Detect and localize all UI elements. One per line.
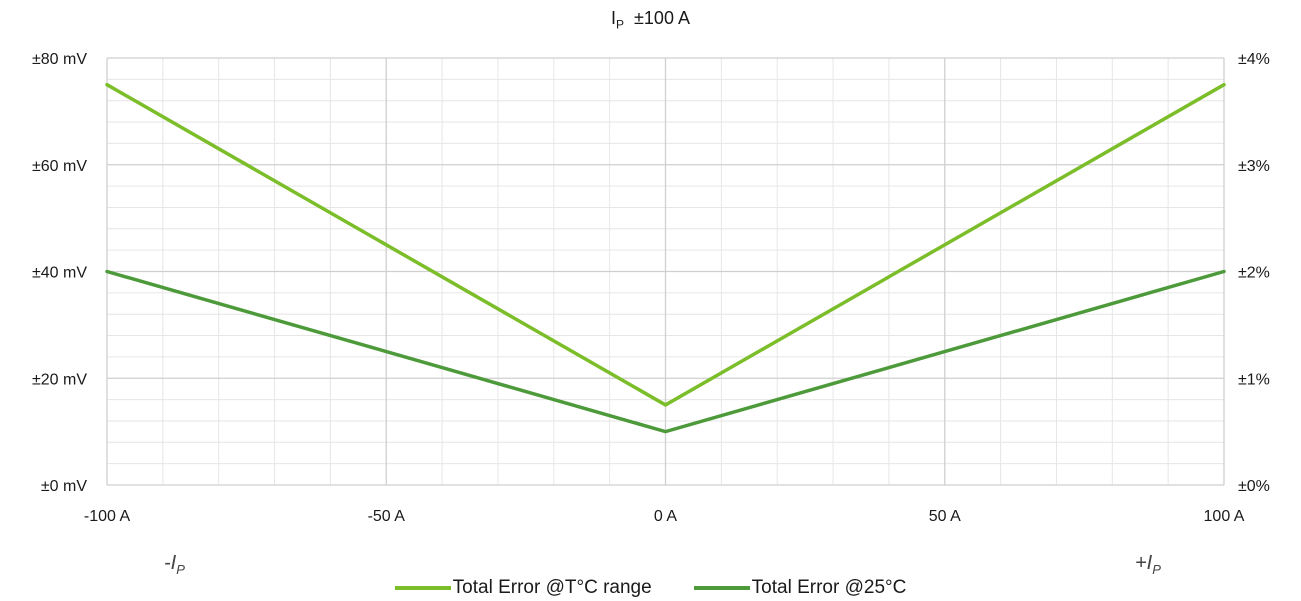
y-tick-label: ±20 mV [32,371,87,388]
x-tick-label: -50 A [368,508,406,525]
x-tick-label: 50 A [929,508,961,525]
legend-swatch-25c [693,586,750,590]
corner-label-positive: +IP [1135,552,1161,577]
y2-tick-label: ±4% [1238,51,1270,68]
chart-legend: Total Error @T°C range Total Error @25°C [0,577,1301,599]
y-tick-label: ±80 mV [32,51,87,68]
corner-left-sub: P [176,562,185,577]
title-sub: P [616,17,625,32]
legend-label-25c: Total Error @25°C [751,577,907,598]
y-tick-label: ±0 mV [41,478,87,495]
y-tick-label: ±60 mV [32,158,87,175]
legend-label-trange: Total Error @T°C range [452,577,652,598]
major-gridlines [106,57,1225,486]
series-layer [105,82,1226,434]
y2-tick-label: ±2% [1238,265,1270,282]
legend-item-25c[interactable]: Total Error @25°C [693,577,907,599]
chart-title: IP ±100 A [0,8,1301,32]
title-main: I [611,8,617,28]
y2-tick-label: ±3% [1238,158,1270,175]
y-tick-label: ±40 mV [32,265,87,282]
corner-right-main: +I [1135,552,1153,574]
x-tick-label: 0 A [654,508,677,525]
y-axis-labels: ±0 mV ±20 mV ±40 mV ±60 mV ±80 mV [32,51,87,495]
legend-item-trange[interactable]: Total Error @T°C range [394,577,652,599]
y2-axis-labels: ±0% ±1% ±2% ±3% ±4% [1238,51,1270,495]
title-rest: ±100 A [634,8,690,28]
corner-left-main: -I [164,552,177,574]
x-tick-label: -100 A [84,508,131,525]
x-tick-label: 100 A [1204,508,1245,525]
y2-tick-label: ±1% [1238,371,1270,388]
series-line-1 [105,82,1226,407]
series-line-2 [105,269,1226,434]
corner-label-negative: -IP [164,552,185,577]
corner-right-sub: P [1152,562,1161,577]
y2-tick-label: ±0% [1238,478,1270,495]
x-axis-labels: -100 A -50 A 0 A 50 A 100 A [84,508,1245,525]
legend-swatch-trange [394,586,451,590]
